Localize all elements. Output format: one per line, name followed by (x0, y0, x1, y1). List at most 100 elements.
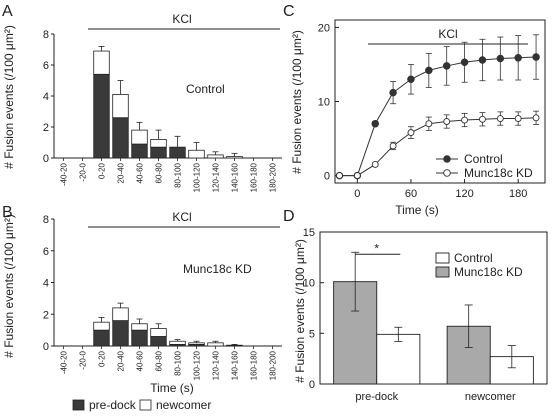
panel-a-x-tick-label: 180-200 (269, 162, 278, 192)
panel-a-y-tick-label: 4 (43, 91, 49, 103)
panel-d-y-tick-label: 15 (303, 227, 315, 239)
panel-c-stimulus-label: KCl (438, 27, 457, 41)
panel-b-x-tick-label: 120-140 (212, 350, 221, 380)
panel-d-legend-swatch (435, 252, 450, 264)
panel-a-x-tick-label: 40-60 (136, 162, 145, 183)
panel-b-x-tick-label: 180-200 (269, 350, 278, 380)
panel-d-y-tick-label: 5 (309, 328, 315, 340)
panel-a-bar-newcomer (150, 138, 167, 148)
panel-c-x-tick-label: 0 (354, 188, 360, 200)
panel-b-x-tick-label: 140-160 (231, 350, 240, 380)
panel-b-x-tick-label: 100-120 (193, 350, 202, 380)
panel-c-point-control (407, 75, 415, 84)
panel-a-x-tick-label: 140-160 (231, 162, 240, 192)
panel-a-x-tick-label: 20-40 (117, 162, 126, 183)
panel-b-bar-newcomer (169, 340, 186, 345)
panel-a-x-tick-label: -40-20 (60, 162, 69, 186)
panel-b-bar-newcomer (207, 342, 224, 347)
panel-b-bar-newcomer (226, 344, 243, 347)
panel-b-x-tick-label: 0-20 (98, 350, 107, 367)
panel-a-x-tick-label: 80-100 (174, 162, 183, 187)
panel-c-y-tick-label: 0 (324, 171, 330, 183)
panel-a-bar-predock (131, 143, 148, 159)
panel-b-bar-newcomer (150, 328, 167, 337)
panel-c-legend-label: Munc18c KD (464, 166, 533, 180)
panel-c-y-tick-label: 20 (318, 22, 330, 34)
panel-c-point-munc18c-kd (514, 115, 522, 122)
panel-d-frame (319, 231, 548, 385)
panel-b-y-tick-label: 2 (43, 309, 49, 321)
panel-a-chart: # Fusion events (/100 μm²) KCl Control 0… (2, 12, 282, 192)
panel-a-bar-predock (169, 146, 186, 159)
panel-b-y-tick-label: 8 (43, 214, 49, 226)
panel-a-ylabel: # Fusion events (/100 μm²) (2, 25, 16, 169)
panel-a-x-tick-label: 0-20 (98, 162, 107, 179)
panel-d-y-tick-label: 10 (303, 278, 315, 290)
panel-b-bar-newcomer (131, 323, 148, 331)
panel-c-point-control (389, 88, 397, 97)
panel-a-x-tick-label: -20-0 (79, 162, 88, 181)
panel-c-point-munc18c-kd (371, 161, 379, 168)
panel-a-stimulus-label: KCl (172, 12, 191, 26)
panel-c-point-munc18c-kd (389, 142, 397, 150)
panel-b-bar-predock (112, 320, 129, 347)
panel-a-y-tick-label: 0 (43, 153, 49, 165)
panel-c-line-control (339, 56, 537, 177)
panel-c-xlabel: Time (s) (395, 203, 439, 217)
panel-b-bar-newcomer (188, 342, 205, 345)
panel-c-x-tick-label: 60 (405, 188, 417, 200)
panel-b-y-tick-label: 6 (43, 246, 49, 258)
panel-b-x-tick-label: 80-100 (174, 350, 183, 375)
legend-predock-swatch (72, 399, 85, 411)
legend-predock-label: pre-dock (89, 398, 137, 412)
panel-b-x-tick-label: 60-80 (155, 350, 164, 371)
panel-a-y-tick-label: 6 (43, 60, 49, 72)
panel-a-bar-newcomer (131, 129, 148, 145)
panel-c-point-control (532, 53, 540, 61)
panel-d-legend-label: Munc18c KD (454, 265, 523, 279)
panel-b-annotation: Munc18c KD (183, 262, 252, 276)
panel-c-point-control (460, 58, 469, 66)
panel-d-ylabel: # Fusion events (/100 μm²) (293, 239, 307, 383)
panel-b-y-tick-label: 4 (43, 278, 49, 290)
panel-c-y-tick-label: 10 (318, 97, 330, 109)
panel-c-point-munc18c-kd (443, 118, 451, 125)
panel-a-x-tick-label: 100-120 (193, 162, 202, 192)
panel-b-bar-predock (93, 329, 110, 347)
panel-a-annotation: Control (186, 82, 225, 96)
panel-a-x-tick-label: 60-80 (155, 162, 164, 183)
panel-a-bar-predock (150, 146, 167, 159)
panel-a-x-tick-label: 160-180 (250, 162, 259, 192)
panel-c-point-control (425, 66, 433, 75)
panel-c-point-control (371, 119, 379, 128)
panel-a-bar-predock (93, 73, 110, 159)
panel-b-stimulus-label: KCl (172, 210, 191, 224)
panel-c-point-munc18c-kd (336, 172, 343, 180)
panel-d-y-tick-label: 0 (309, 379, 315, 391)
panel-c-point-munc18c-kd (407, 129, 415, 137)
panel-c-point-control (496, 54, 505, 63)
panel-b-bar-newcomer (112, 307, 129, 321)
panel-d-significance-star: * (374, 241, 379, 255)
panel-d-x-tick-label: newcomer (465, 391, 516, 403)
panel-c-point-munc18c-kd (478, 115, 486, 123)
panel-c-point-munc18c-kd (532, 114, 540, 122)
panel-b-bar-predock (131, 329, 148, 347)
panel-letter-c: C (283, 3, 295, 20)
panel-b-bar-newcomer (93, 321, 110, 331)
panel-c-point-control (514, 54, 522, 62)
panel-c-point-munc18c-kd (461, 116, 469, 124)
panel-b-x-tick-label: 160-180 (250, 350, 259, 380)
panel-a-bar-newcomer (93, 50, 110, 75)
panel-a-bar-newcomer (207, 154, 224, 159)
panel-d-legend-swatch (435, 266, 450, 278)
panel-letter-b: B (2, 204, 13, 221)
legend-newcomer-label: newcomer (156, 398, 211, 412)
panel-c-x-tick-label: 180 (509, 188, 527, 200)
panel-b-xlabel: Time (s) (150, 381, 194, 395)
panel-c-ylabel: # Fusion events (/100 μm²) (290, 30, 304, 174)
panel-c-chart: # Fusion events (/100 μm²) KCl Time (s) … (290, 19, 546, 217)
panel-b-y-tick-label: 0 (43, 341, 49, 353)
panel-b-bar-predock (150, 336, 167, 347)
